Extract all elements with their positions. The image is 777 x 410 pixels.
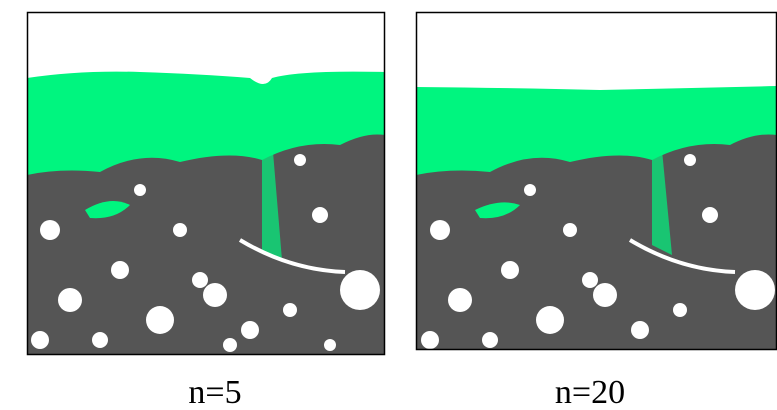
- figure: n=5 n=20: [0, 0, 777, 410]
- panel-image: [416, 12, 777, 350]
- caption: n=5: [188, 374, 241, 410]
- panel-image: [27, 12, 385, 355]
- page: n=5 n=20 (() => { const data = JSON.pars…: [0, 0, 777, 410]
- caption: n=20: [555, 374, 625, 410]
